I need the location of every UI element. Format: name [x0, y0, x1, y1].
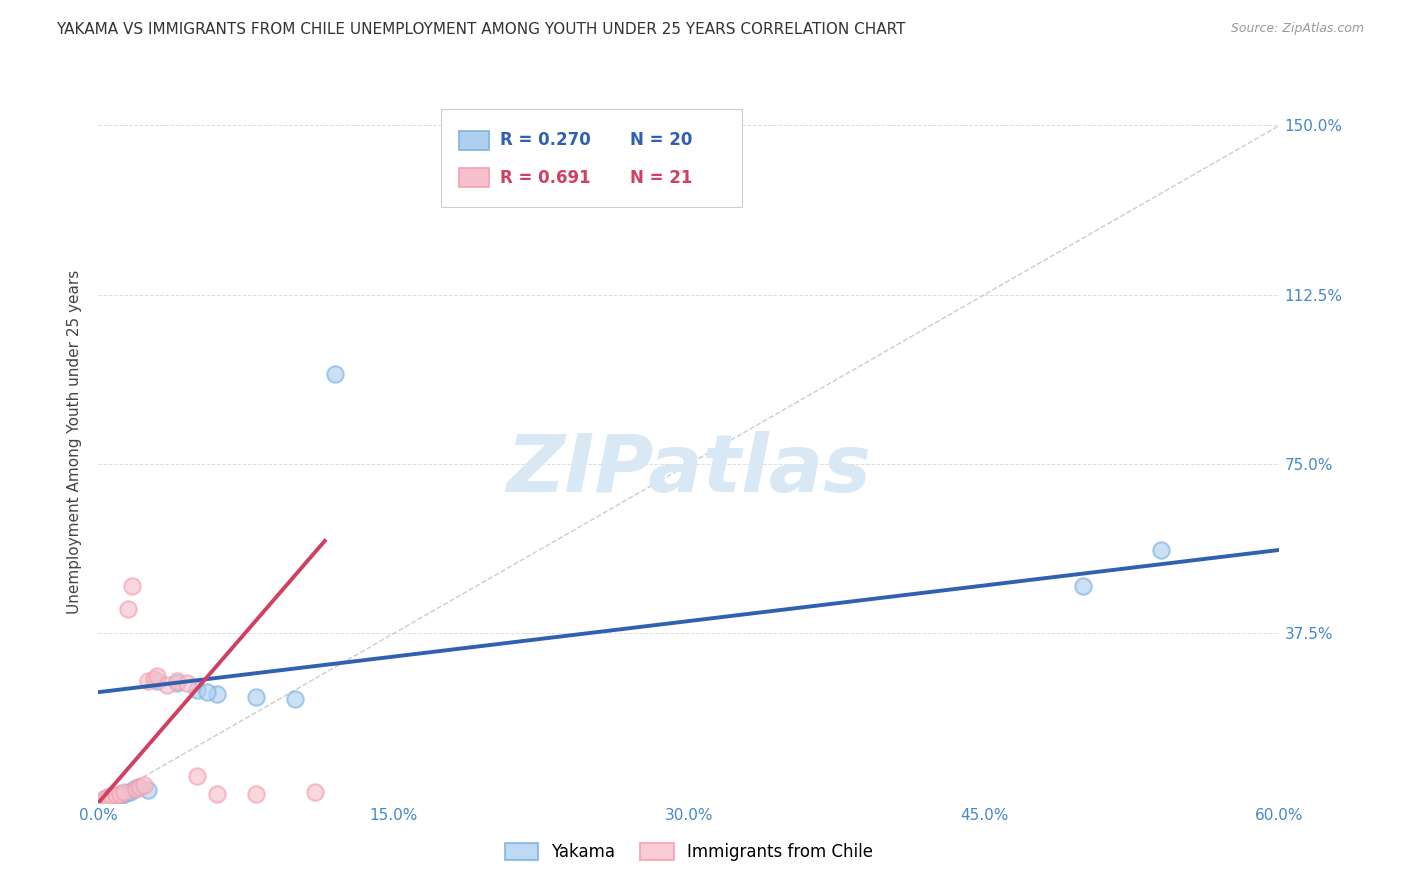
Point — [117, 601, 139, 615]
Point — [128, 780, 150, 794]
Point — [122, 782, 145, 797]
Point — [111, 788, 134, 802]
FancyBboxPatch shape — [458, 169, 489, 187]
Point — [136, 673, 159, 688]
Point — [205, 787, 228, 801]
Y-axis label: Unemployment Among Youth under 25 years: Unemployment Among Youth under 25 years — [67, 269, 83, 614]
Point — [107, 790, 129, 805]
Point — [96, 791, 118, 805]
Point — [121, 579, 143, 593]
Point — [245, 690, 267, 704]
Point — [115, 786, 138, 800]
Text: N = 21: N = 21 — [630, 169, 692, 186]
Point — [108, 787, 131, 801]
Point — [166, 673, 188, 688]
Point — [118, 784, 141, 798]
Point — [284, 692, 307, 706]
Point — [101, 789, 124, 803]
Text: R = 0.270: R = 0.270 — [501, 131, 591, 149]
Point — [304, 784, 326, 798]
Text: ZIPatlas: ZIPatlas — [506, 432, 872, 509]
Point — [127, 780, 149, 794]
Point — [136, 783, 159, 797]
Text: YAKAMA VS IMMIGRANTS FROM CHILE UNEMPLOYMENT AMONG YOUTH UNDER 25 YEARS CORRELAT: YAKAMA VS IMMIGRANTS FROM CHILE UNEMPLOY… — [56, 22, 905, 37]
Point — [323, 367, 346, 381]
Point — [245, 787, 267, 801]
Point — [205, 687, 228, 701]
Point — [112, 784, 135, 798]
Point — [186, 682, 208, 697]
Point — [97, 790, 120, 805]
Point — [146, 673, 169, 688]
Point — [195, 685, 218, 699]
Text: R = 0.691: R = 0.691 — [501, 169, 591, 186]
Point — [156, 678, 179, 692]
Point — [146, 669, 169, 683]
Legend: Yakama, Immigrants from Chile: Yakama, Immigrants from Chile — [498, 837, 880, 868]
FancyBboxPatch shape — [458, 131, 489, 150]
Point — [186, 769, 208, 783]
Text: N = 20: N = 20 — [630, 131, 692, 149]
FancyBboxPatch shape — [441, 109, 742, 207]
Point — [105, 788, 128, 802]
Point — [98, 789, 121, 803]
Point — [1150, 542, 1173, 557]
Text: Source: ZipAtlas.com: Source: ZipAtlas.com — [1230, 22, 1364, 36]
Point — [125, 782, 148, 797]
Point — [176, 676, 198, 690]
Point — [103, 792, 125, 806]
Point — [132, 778, 155, 792]
Point — [1071, 579, 1094, 593]
Point — [166, 676, 188, 690]
Point — [142, 672, 165, 686]
Point — [93, 792, 115, 806]
